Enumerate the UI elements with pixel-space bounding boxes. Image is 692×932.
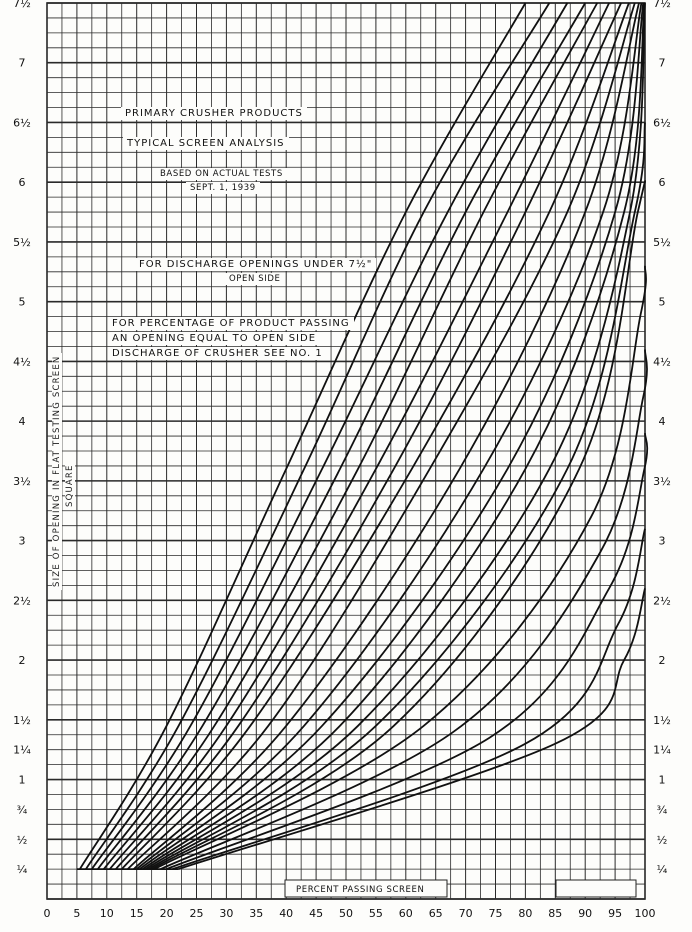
series-line-12 — [139, 2, 645, 870]
series-line-4 — [97, 2, 586, 870]
series-line-17 — [154, 265, 647, 870]
y-tick-label-right: 1¼ — [653, 744, 671, 757]
series-line-5 — [103, 2, 598, 870]
series-line-14 — [145, 2, 646, 870]
x-tick-label: 60 — [399, 907, 413, 920]
series-line-18 — [160, 349, 648, 870]
y-tick-label-left: 6½ — [13, 116, 31, 129]
series-line-9 — [127, 2, 636, 870]
y-tick-label-right: 6½ — [653, 116, 671, 129]
x-tick-label: 70 — [459, 907, 473, 920]
y-tick-label-right: 5 — [659, 296, 666, 309]
y-tick-label-right: 6 — [659, 176, 666, 189]
x-tick-label: 45 — [309, 907, 323, 920]
x-tick-label: 55 — [369, 907, 383, 920]
y-tick-label-right: ½ — [657, 833, 668, 846]
y-tick-label-right: 3 — [659, 535, 666, 548]
y-tick-label-left: 3 — [19, 535, 26, 548]
x-tick-label: 5 — [73, 907, 80, 920]
y-tick-label-left: 1½ — [13, 714, 31, 727]
note-date: SEPT. 1, 1939 — [186, 182, 260, 194]
chart-tick-labels: 0 5 10 15 20 25 30 35 40 45 50 55 60 65 70 75 80 85 90 95 10… — [13, 0, 671, 920]
x-tick-label: 10 — [100, 907, 114, 920]
note-percentage-line2: AN OPENING EQUAL TO OPEN SIDE — [108, 332, 321, 345]
y-tick-label-left: ½ — [17, 833, 28, 846]
x-tick-label: 80 — [518, 907, 532, 920]
y-tick-label-right: ¾ — [657, 803, 668, 816]
series-line-3 — [91, 2, 569, 870]
series-line-19 — [166, 433, 649, 870]
y-tick-label-left: 6 — [19, 176, 26, 189]
series-line-2 — [85, 2, 551, 870]
series-line-11 — [136, 2, 643, 870]
blank-label-box — [555, 879, 637, 898]
chart-subtitle: TYPICAL SCREEN ANALYSIS — [123, 137, 289, 150]
x-tick-label: 90 — [578, 907, 592, 920]
y-tick-label-right: ¼ — [657, 863, 668, 876]
x-tick-label: 40 — [279, 907, 293, 920]
x-tick-label: 100 — [635, 907, 656, 920]
y-tick-label-right: 4 — [659, 415, 666, 428]
x-tick-label: 85 — [548, 907, 562, 920]
y-tick-label-left: 5½ — [13, 236, 31, 249]
note-percentage-line3: DISCHARGE OF CRUSHER SEE NO. 1 — [108, 347, 327, 360]
y-tick-label-right: 3½ — [653, 475, 671, 488]
series-line-6 — [109, 2, 610, 870]
series-line-13 — [142, 2, 646, 870]
y-tick-label-right: 2½ — [653, 594, 671, 607]
y-tick-label-left: 1 — [19, 774, 26, 787]
y-axis-label: SIZE OF OPENING IN FLAT TESTING SCREEN — [52, 352, 62, 590]
x-tick-label: 95 — [608, 907, 622, 920]
y-tick-label-left: 7½ — [13, 0, 31, 10]
chart-title: PRIMARY CRUSHER PRODUCTS — [121, 107, 307, 120]
y-tick-label-left: 2½ — [13, 594, 31, 607]
series-line-7 — [115, 2, 622, 870]
y-tick-label-left: ¾ — [17, 803, 28, 816]
y-tick-label-left: 2 — [19, 654, 26, 667]
series-line-15 — [148, 122, 646, 870]
x-tick-label: 50 — [339, 907, 353, 920]
chart-grid — [46, 2, 646, 900]
x-tick-label: 15 — [130, 907, 144, 920]
x-tick-label: 75 — [489, 907, 503, 920]
series-line-8 — [121, 2, 630, 870]
y-tick-label-left: 7 — [19, 57, 26, 70]
x-tick-label: 30 — [219, 907, 233, 920]
series-line-21 — [178, 588, 646, 870]
x-tick-label: 65 — [429, 907, 443, 920]
y-tick-label-left: 4 — [19, 415, 26, 428]
note-discharge-openings: FOR DISCHARGE OPENINGS UNDER 7½" — [135, 258, 377, 271]
series-line-1 — [79, 2, 527, 870]
series-line-16 — [151, 180, 647, 870]
y-tick-label-left: ¼ — [17, 863, 28, 876]
y-tick-label-right: 7 — [659, 57, 666, 70]
y-tick-label-right: 5½ — [653, 236, 671, 249]
x-tick-label: 0 — [44, 907, 51, 920]
x-tick-label: 35 — [249, 907, 263, 920]
note-open-side: OPEN SIDE — [225, 273, 285, 285]
note-percentage-line1: FOR PERCENTAGE OF PRODUCT PASSING — [108, 317, 354, 330]
y-tick-label-left: 4½ — [13, 355, 31, 368]
y-tick-label-right: 1½ — [653, 714, 671, 727]
y-tick-label-right: 1 — [659, 774, 666, 787]
note-based-on-tests: BASED ON ACTUAL TESTS — [156, 168, 287, 180]
y-tick-label-left: 3½ — [13, 475, 31, 488]
y-tick-label-left: 1¼ — [13, 744, 31, 757]
x-tick-label: 25 — [190, 907, 204, 920]
y-tick-label-left: 5 — [19, 296, 26, 309]
y-tick-label-right: 4½ — [653, 355, 671, 368]
series-line-20 — [172, 528, 646, 870]
y-tick-label-right: 7½ — [653, 0, 671, 10]
series-line-10 — [133, 2, 640, 870]
y-axis-label-square: SQUARE — [65, 461, 75, 510]
x-axis-label: PERCENT PASSING SCREEN — [292, 884, 429, 896]
chart-series — [76, 2, 649, 898]
x-tick-label: 20 — [160, 907, 174, 920]
y-tick-label-right: 2 — [659, 654, 666, 667]
